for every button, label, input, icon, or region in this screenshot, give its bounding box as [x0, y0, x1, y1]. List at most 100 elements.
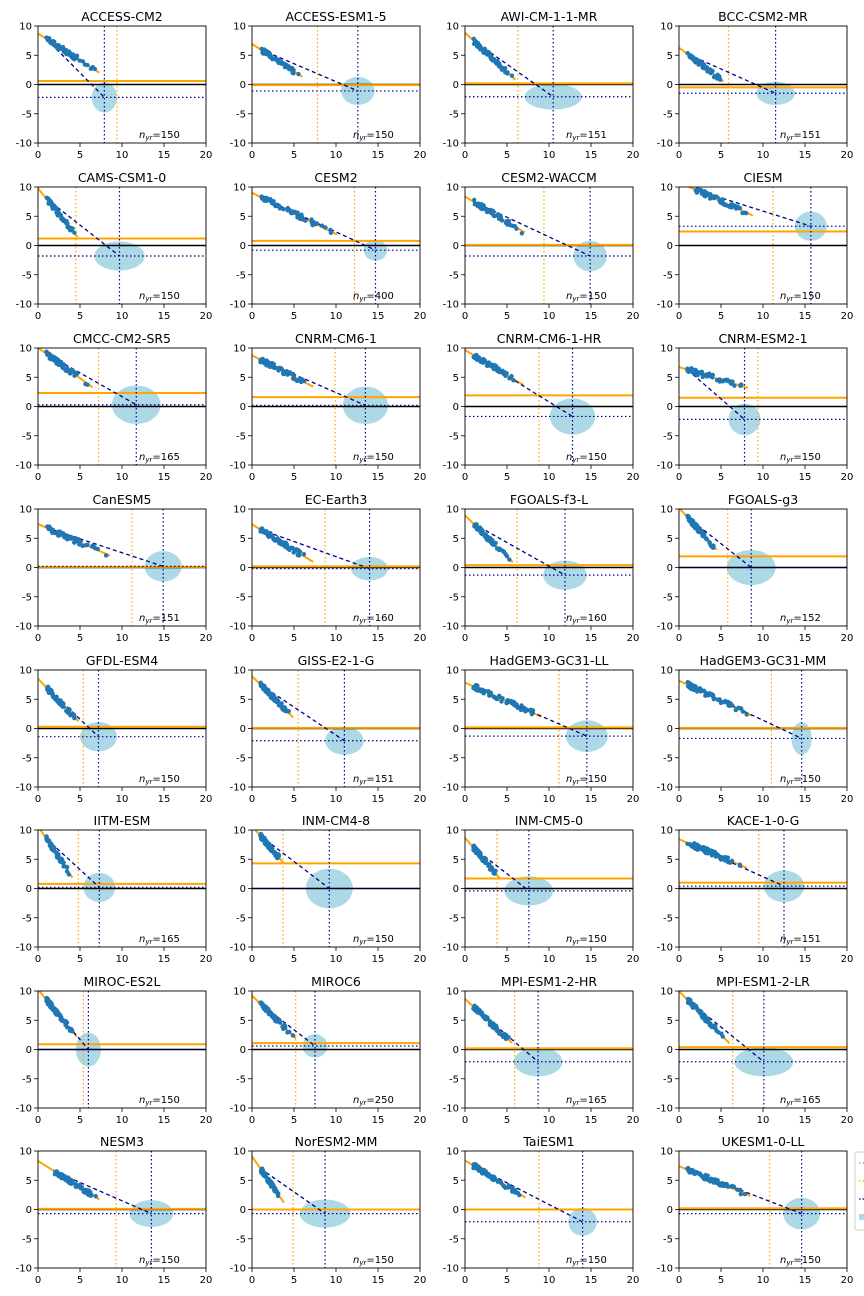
y-tick-label: -5	[663, 753, 673, 764]
subplot: 0 5 10 15 20 10 5 0 -5 -10 ACCESS-ESM1-5 nyr=150	[230, 9, 427, 161]
y-tick-label: -10	[443, 943, 459, 954]
x-tick-label: 0	[249, 633, 255, 644]
x-tick-label: 10	[543, 472, 556, 483]
data-point	[685, 841, 690, 847]
data-point	[707, 540, 712, 545]
data-point	[506, 1183, 512, 1188]
y-tick-label: 5	[240, 534, 246, 545]
data-point	[691, 687, 697, 693]
data-point	[290, 1033, 296, 1038]
data-point	[720, 1034, 725, 1039]
y-tick-label: -5	[449, 431, 459, 442]
data-point	[706, 1020, 712, 1025]
legend-frame	[854, 1151, 864, 1231]
y-tick-label: -10	[443, 139, 459, 150]
subplot: 0 5 10 15 20 10 5 0 -5 -10 MIROC6 nyr=250	[230, 974, 427, 1126]
y-tick-label: -10	[16, 783, 32, 794]
y-tick-label: -5	[663, 270, 673, 281]
x-tick-label: 5	[718, 794, 724, 805]
y-tick-label: -10	[16, 139, 32, 150]
data-point	[500, 1033, 505, 1038]
y-tick-label: -5	[236, 1234, 246, 1245]
subplot-title: EC-Earth3	[305, 492, 368, 507]
nyr-annotation: nyr=150	[139, 1095, 180, 1107]
x-tick-label: 15	[799, 794, 812, 805]
data-point	[64, 869, 70, 874]
nyr-annotation: nyr=165	[139, 452, 180, 464]
data-point	[514, 704, 520, 709]
subplot-title: AWI-CM-1-1-MR	[501, 9, 598, 24]
nyr-annotation: nyr=150	[353, 934, 394, 946]
data-point	[265, 360, 270, 365]
x-tick-label: 5	[718, 472, 724, 483]
x-tick-label: 10	[330, 472, 343, 483]
subplot-title: CESM2	[314, 170, 357, 185]
x-tick-label: 0	[35, 1115, 41, 1126]
subplot-title: NESM3	[100, 1134, 144, 1149]
y-tick-label: -5	[22, 431, 32, 442]
subplot-title: HadGEM3-GC31-MM	[700, 653, 827, 668]
data-point	[70, 367, 75, 373]
x-tick-label: 5	[291, 1115, 297, 1126]
x-tick-label: 5	[291, 954, 297, 965]
data-point	[710, 375, 715, 380]
x-tick-label: 15	[585, 633, 598, 644]
y-tick-label: 10	[446, 666, 459, 677]
data-point	[288, 66, 293, 72]
data-point	[45, 839, 51, 844]
data-point	[63, 366, 68, 371]
data-point	[744, 210, 749, 216]
data-point	[48, 199, 53, 204]
y-tick-label: 10	[233, 344, 246, 355]
x-tick-label: 15	[158, 1275, 171, 1286]
x-tick-label: 0	[462, 311, 468, 322]
subplot: 0 5 10 15 20 10 5 0 -5 -10 NESM3 nyr=150	[16, 1134, 213, 1286]
x-tick-label: 5	[504, 150, 510, 161]
y-tick-label: 0	[453, 402, 459, 413]
data-point	[505, 699, 511, 704]
nyr-annotation: nyr=165	[780, 1095, 821, 1107]
y-tick-label: 5	[453, 855, 459, 866]
subplot: 0 5 10 15 20 10 5 0 -5 -10 AWI-CM-1-1-MR nyr=151	[443, 9, 640, 161]
subplot: 0 5 10 15 20 10 5 0 -5 -10 FGOALS-g3 nyr=152	[657, 492, 854, 644]
data-point	[740, 210, 745, 216]
subplot: 0 5 10 15 20 10 5 0 -5 -10 NorESM2-MM nyr=150	[230, 1134, 427, 1286]
data-point	[711, 543, 716, 548]
y-tick-label: -10	[230, 139, 246, 150]
data-point	[77, 542, 82, 547]
x-tick-label: 5	[77, 472, 83, 483]
data-point	[738, 1191, 743, 1197]
subplot: 0 5 10 15 20 10 5 0 -5 -10 CNRM-ESM2-1 nyr=150	[657, 331, 854, 483]
x-tick-label: 20	[841, 150, 854, 161]
data-point	[65, 1025, 70, 1030]
y-tick-label: 10	[660, 1147, 673, 1158]
data-point	[74, 53, 80, 59]
x-tick-label: 10	[543, 954, 556, 965]
data-point	[54, 851, 60, 856]
data-point	[61, 864, 66, 869]
data-point	[68, 52, 73, 57]
data-point	[716, 697, 721, 702]
y-tick-label: 10	[19, 826, 32, 837]
data-point	[260, 50, 265, 56]
data-point	[711, 74, 717, 80]
x-tick-label: 0	[462, 1275, 468, 1286]
data-point	[60, 216, 66, 221]
y-tick-label: 10	[446, 22, 459, 33]
y-tick-label: 5	[453, 1016, 459, 1027]
x-tick-label: 0	[676, 472, 682, 483]
data-point	[685, 51, 690, 56]
x-tick-label: 0	[249, 954, 255, 965]
y-tick-label: -10	[16, 622, 32, 633]
x-tick-label: 0	[462, 150, 468, 161]
x-tick-label: 10	[757, 794, 770, 805]
data-point	[495, 1179, 501, 1184]
subplot-title: CNRM-ESM2-1	[718, 331, 807, 346]
data-point	[491, 694, 497, 700]
x-tick-label: 0	[676, 150, 682, 161]
data-point	[736, 705, 741, 711]
data-point	[699, 687, 704, 693]
y-tick-label: 10	[19, 505, 32, 516]
data-point	[45, 996, 50, 1002]
data-point	[266, 845, 271, 850]
